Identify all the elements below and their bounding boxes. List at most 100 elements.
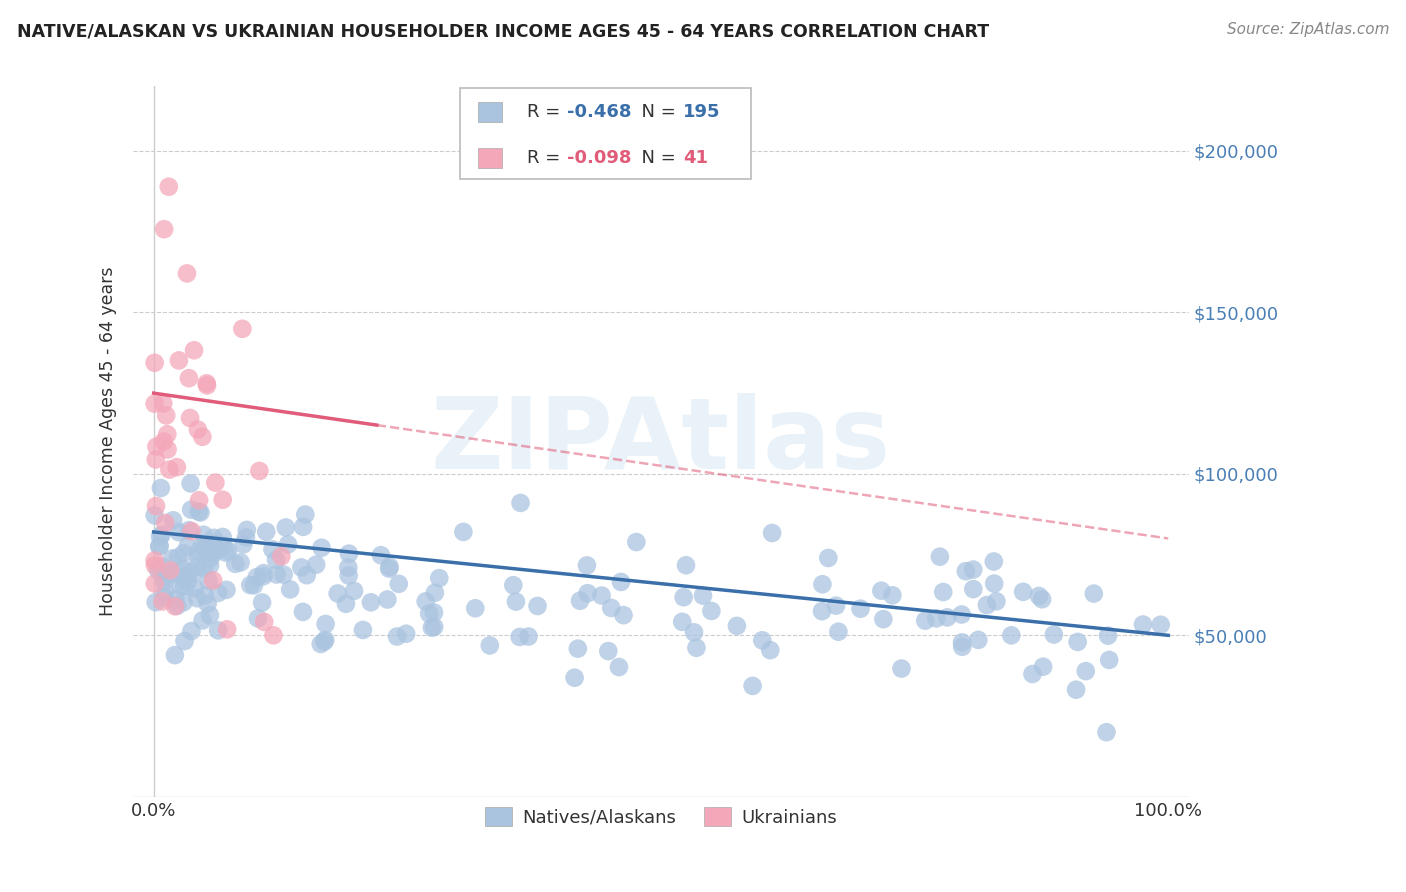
Point — [254, 524, 277, 539]
Point — [378, 560, 401, 574]
Y-axis label: Householder Income Ages 45 - 64 years: Householder Income Ages 45 - 64 years — [100, 267, 117, 616]
Point — [195, 540, 218, 554]
Point — [817, 551, 839, 566]
Point — [211, 530, 233, 544]
Point — [925, 611, 948, 625]
Point — [420, 621, 443, 635]
Point — [191, 538, 214, 552]
Point — [314, 634, 336, 648]
Point — [983, 554, 1005, 568]
Point — [882, 588, 904, 602]
Point — [186, 559, 208, 574]
Point — [159, 563, 181, 577]
Point — [166, 460, 188, 475]
Point — [183, 343, 205, 358]
Point — [1097, 629, 1119, 643]
Point — [211, 492, 233, 507]
Point — [250, 595, 273, 609]
Point — [202, 546, 225, 560]
Text: N =: N = — [630, 103, 682, 121]
Point — [173, 634, 195, 648]
Point — [962, 563, 984, 577]
Point — [186, 591, 208, 606]
Point — [290, 560, 312, 574]
Point — [173, 595, 195, 609]
Point — [143, 558, 166, 573]
Point — [612, 608, 634, 623]
Point — [378, 561, 401, 575]
Point — [683, 625, 706, 640]
Point — [207, 586, 229, 600]
Point — [607, 660, 630, 674]
Point — [179, 411, 201, 425]
Point — [188, 544, 211, 558]
Point — [170, 580, 193, 594]
Point — [370, 548, 392, 562]
Point — [177, 539, 200, 553]
Point — [160, 551, 183, 566]
Point — [725, 619, 748, 633]
Point — [955, 564, 977, 578]
Text: N =: N = — [630, 149, 682, 167]
Point — [264, 553, 287, 567]
Point — [184, 581, 207, 595]
Point — [928, 549, 950, 564]
Point — [1066, 635, 1088, 649]
Point — [176, 266, 198, 280]
Point — [335, 597, 357, 611]
Point — [156, 442, 179, 457]
Point — [155, 570, 177, 584]
Point — [418, 607, 440, 621]
FancyBboxPatch shape — [478, 148, 502, 168]
Point — [423, 620, 446, 634]
Point — [236, 523, 259, 537]
Point — [1095, 725, 1118, 739]
Point — [950, 607, 973, 622]
Point — [1032, 659, 1054, 673]
Point — [811, 577, 834, 591]
Text: R =: R = — [527, 103, 567, 121]
Point — [202, 574, 225, 588]
Point — [936, 610, 959, 624]
Point — [315, 617, 337, 632]
Point — [246, 570, 269, 584]
Point — [294, 508, 316, 522]
Point — [252, 569, 274, 583]
Point — [415, 594, 437, 608]
Text: -0.098: -0.098 — [567, 149, 631, 167]
Point — [191, 614, 214, 628]
Point — [517, 630, 540, 644]
Point — [180, 502, 202, 516]
Point — [243, 578, 266, 592]
Point — [149, 481, 172, 495]
Point — [825, 599, 848, 613]
Point — [311, 541, 333, 555]
Point — [229, 555, 252, 569]
Point — [295, 568, 318, 582]
Point — [569, 593, 592, 607]
Point — [567, 641, 589, 656]
Point — [1021, 667, 1043, 681]
Point — [212, 539, 235, 553]
Point — [165, 592, 187, 607]
Point — [502, 578, 524, 592]
Point — [751, 633, 773, 648]
Point — [193, 527, 215, 541]
Point — [198, 558, 221, 573]
Point — [167, 525, 190, 540]
Point — [423, 586, 446, 600]
Point — [672, 591, 695, 605]
FancyBboxPatch shape — [460, 87, 751, 178]
Point — [149, 539, 172, 553]
Point — [526, 599, 548, 613]
Point — [235, 531, 257, 545]
Point — [246, 611, 269, 625]
Point — [145, 499, 167, 513]
Point — [950, 635, 973, 649]
Point — [180, 624, 202, 639]
Point — [509, 630, 531, 644]
Point — [1074, 664, 1097, 678]
Point — [671, 615, 693, 629]
Point — [326, 586, 349, 600]
Point — [976, 598, 998, 612]
